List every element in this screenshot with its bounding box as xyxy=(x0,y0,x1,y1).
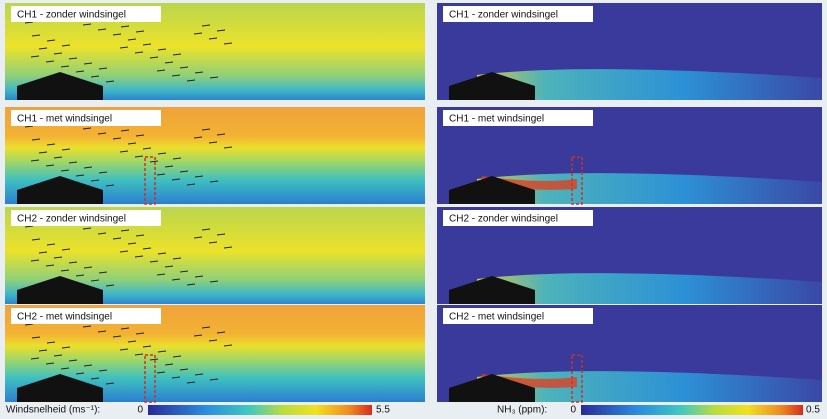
panel-label: CH1 - met windsingel xyxy=(449,114,544,125)
figure: CH1 - zonder windsingel CH1 - met windsin… xyxy=(0,0,827,419)
legend-min: 0 xyxy=(137,405,143,416)
colorbar xyxy=(581,405,803,415)
panel-label: CH1 - zonder windsingel xyxy=(449,10,558,21)
panel-label: CH2 - zonder windsingel xyxy=(449,214,558,225)
legends: Windsnelheid (ms⁻¹): 0 5.5 NH₃ (ppm): 0 … xyxy=(6,405,820,416)
panel-label: CH2 - met windsingel xyxy=(17,312,112,323)
legend-max: 0.5 xyxy=(806,405,820,416)
legend-label: NH₃ (ppm): xyxy=(497,405,547,416)
panel-label: CH2 - zonder windsingel xyxy=(17,214,126,225)
legend-min: 0 xyxy=(570,405,576,416)
page: CH1 - zonder windsingel CH1 - met windsin… xyxy=(0,0,827,419)
legend-label: Windsnelheid (ms⁻¹): xyxy=(6,405,100,416)
panel-label: CH2 - met windsingel xyxy=(449,312,544,323)
legend-max: 5.5 xyxy=(376,405,390,416)
panel-label: CH1 - zonder windsingel xyxy=(17,10,126,21)
colorbar xyxy=(148,405,372,415)
panels: CH1 - zonder windsingel CH1 - met windsin… xyxy=(5,3,822,402)
panel-label: CH1 - met windsingel xyxy=(17,114,112,125)
